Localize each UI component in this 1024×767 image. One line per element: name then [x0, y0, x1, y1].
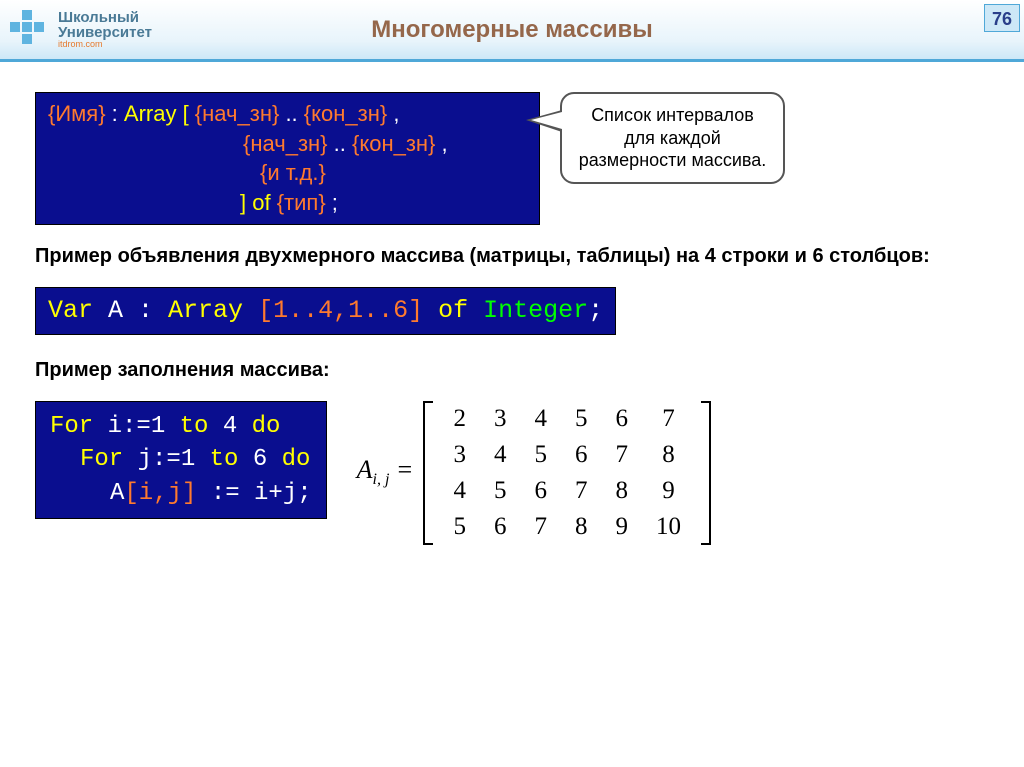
matrix-cell: 3	[439, 437, 480, 473]
matrix-cell: 6	[561, 437, 602, 473]
example2-label: Пример заполнения массива:	[35, 357, 989, 383]
matrix-cell: 4	[520, 401, 561, 437]
matrix-cell: 5	[561, 401, 602, 437]
matrix-cell: 6	[480, 509, 521, 545]
array-bounds: [1..4,1..6]	[258, 296, 423, 325]
callout-text: Список интервалов для каждой размерности…	[579, 105, 767, 170]
matrix-cell: 5	[439, 509, 480, 545]
matrix-cell: 8	[561, 509, 602, 545]
matrix-cell: 8	[601, 473, 642, 509]
page-number: 76	[984, 4, 1020, 32]
matrix-cell: 5	[480, 473, 521, 509]
matrix-row: 456789	[439, 473, 695, 509]
matrix-cell: 8	[642, 437, 695, 473]
placeholder-end: {кон_зн}	[304, 101, 387, 126]
keyword-array: Array	[124, 101, 177, 126]
slide-content: {Имя} : Array [ {нач_зн} .. {кон_зн} , {…	[0, 62, 1024, 575]
keyword-of: of	[246, 190, 277, 215]
code-declaration-example: Var A : Array [1..4,1..6] of Integer;	[35, 287, 616, 335]
bracket-right-icon	[701, 401, 711, 545]
placeholder-start: {нач_зн}	[195, 101, 280, 126]
slide-title: Многомерные массивы	[0, 16, 1024, 44]
matrix-cell: 3	[480, 401, 521, 437]
matrix-cell: 7	[561, 473, 602, 509]
matrix-row: 5678910	[439, 509, 695, 545]
matrix-cell: 4	[439, 473, 480, 509]
matrix-table: 2345673456784567895678910	[439, 401, 695, 545]
matrix-row: 345678	[439, 437, 695, 473]
matrix-cell: 9	[642, 473, 695, 509]
matrix-cell: 4	[480, 437, 521, 473]
placeholder-etc: {и т.д.}	[260, 160, 326, 185]
syntax-declaration-block: {Имя} : Array [ {нач_зн} .. {кон_зн} , {…	[35, 92, 540, 225]
bracket-left-icon	[423, 401, 433, 545]
matrix-cell: 9	[601, 509, 642, 545]
matrix-cell: 5	[520, 437, 561, 473]
callout-note: Список интервалов для каждой размерности…	[560, 92, 785, 184]
matrix-cell: 10	[642, 509, 695, 545]
matrix-brackets: 2345673456784567895678910	[423, 401, 711, 545]
placeholder-name: {Имя}	[48, 101, 106, 126]
type-integer: Integer	[483, 296, 588, 325]
matrix-cell: 7	[642, 401, 695, 437]
slide-header: Школьный Университет itdrom.com Многомер…	[0, 0, 1024, 62]
matrix-label: Ai, j =	[357, 455, 414, 489]
matrix-cell: 7	[601, 437, 642, 473]
matrix-cell: 7	[520, 509, 561, 545]
matrix-cell: 6	[520, 473, 561, 509]
matrix-result: Ai, j = 2345673456784567895678910	[357, 401, 711, 545]
code-fill-example: For i:=1 to 4 do For j:=1 to 6 do A[i,j]…	[35, 401, 327, 520]
example1-label: Пример объявления двухмерного массива (м…	[35, 243, 989, 269]
placeholder-type: {тип}	[277, 190, 326, 215]
matrix-cell: 6	[601, 401, 642, 437]
matrix-row: 234567	[439, 401, 695, 437]
matrix-cell: 2	[439, 401, 480, 437]
keyword-var: Var	[48, 296, 108, 325]
